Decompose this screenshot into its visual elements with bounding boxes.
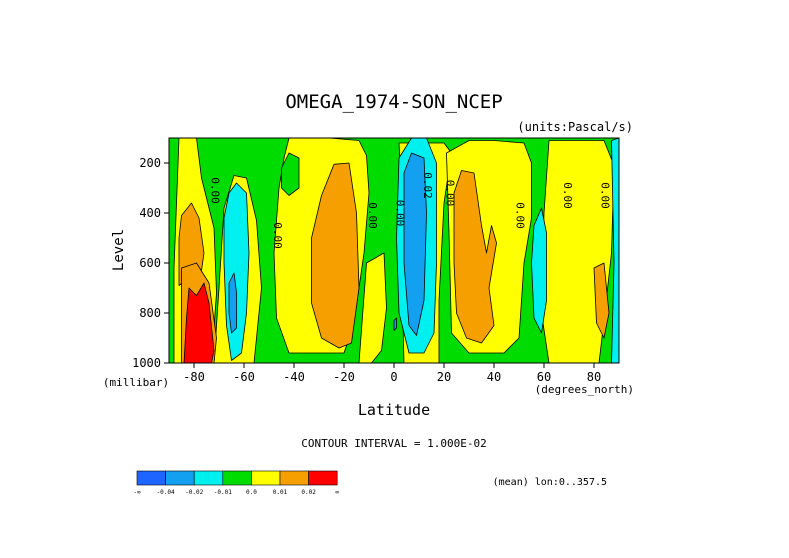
y-tick-label: 600 <box>139 256 161 270</box>
x-tick-label: -60 <box>233 370 255 384</box>
color-legend: -0.04 -0.02 -0.01 0.0 0.01 0.02 -∞ ∞ <box>133 470 339 496</box>
contour-region-red <box>183 282 215 363</box>
y-tick-label: 1000 <box>132 356 161 370</box>
contour-label: 0.00 <box>444 180 457 207</box>
contour-label: 0.00 <box>514 202 527 229</box>
x-tick-label: 0 <box>390 370 397 384</box>
contour-region-green <box>281 152 300 196</box>
contour-region-blue <box>403 152 427 336</box>
x-axis-units: (degrees_north) <box>535 383 634 396</box>
contour-region-blue <box>393 317 397 331</box>
contour-label: 0.02 <box>421 172 434 199</box>
legend-label: -0.04 <box>157 489 175 496</box>
x-tick-label: -80 <box>183 370 205 384</box>
x-tick-label: 40 <box>487 370 501 384</box>
y-tick-label: 200 <box>139 156 161 170</box>
legend-swatch <box>251 470 281 486</box>
contour-label: 0.00 <box>366 202 379 229</box>
x-tick-label: 80 <box>587 370 601 384</box>
y-axis-ticks: 1000 800 600 400 200 <box>132 156 169 370</box>
legend-label: 0.02 <box>301 489 316 496</box>
contour-label: 0.00 <box>599 182 612 209</box>
legend-end-label: ∞ <box>335 489 339 496</box>
legend-swatch <box>279 470 309 486</box>
legend-label: 0.01 <box>273 489 288 496</box>
legend-label: 0.0 <box>246 489 257 496</box>
legend-swatch <box>222 470 252 486</box>
y-axis-units: (millibar) <box>103 376 169 389</box>
contour-label: 0.00 <box>394 200 407 227</box>
x-tick-label: 60 <box>537 370 551 384</box>
contour-region-blue <box>228 272 237 334</box>
contour-label: 0.00 <box>561 182 574 209</box>
contour-label: 0.00 <box>209 177 222 204</box>
legend-swatch <box>193 470 224 486</box>
legend-label: -0.02 <box>185 489 203 496</box>
y-tick-label: 800 <box>139 306 161 320</box>
contour-label: 0.00 <box>271 222 284 249</box>
x-axis-ticks: -80 -60 -40 -20 0 20 40 60 80 <box>183 363 601 384</box>
y-axis-label: Level <box>111 229 127 271</box>
y-tick-label: 400 <box>139 206 161 220</box>
contour-region-cyan <box>531 207 547 334</box>
contour-region-yellow <box>358 252 387 363</box>
contour-interval-text: CONTOUR INTERVAL = 1.000E-02 <box>301 437 486 450</box>
legend-swatch <box>308 470 338 486</box>
contour-region-orange <box>311 162 360 349</box>
legend-swatch <box>136 470 166 486</box>
x-tick-label: 20 <box>437 370 451 384</box>
chart-title: OMEGA_1974-SON_NCEP <box>285 91 502 113</box>
legend-end-label: -∞ <box>133 489 141 496</box>
contour-region-orange <box>593 262 610 339</box>
contour-labels: 0.00 0.00 0.00 0.00 0.02 0.00 0.00 0.00 0.00 <box>209 172 612 249</box>
mean-lon-text: (mean) lon:0..357.5 <box>493 477 607 488</box>
x-axis-label: Latitude <box>358 401 430 419</box>
contour-field <box>169 138 619 363</box>
x-tick-label: -20 <box>333 370 355 384</box>
legend-swatch <box>165 470 195 486</box>
units-label: (units:Pascal/s) <box>517 120 633 134</box>
x-tick-label: -40 <box>283 370 305 384</box>
legend-label: -0.01 <box>214 489 232 496</box>
contour-region-orange <box>453 170 497 344</box>
